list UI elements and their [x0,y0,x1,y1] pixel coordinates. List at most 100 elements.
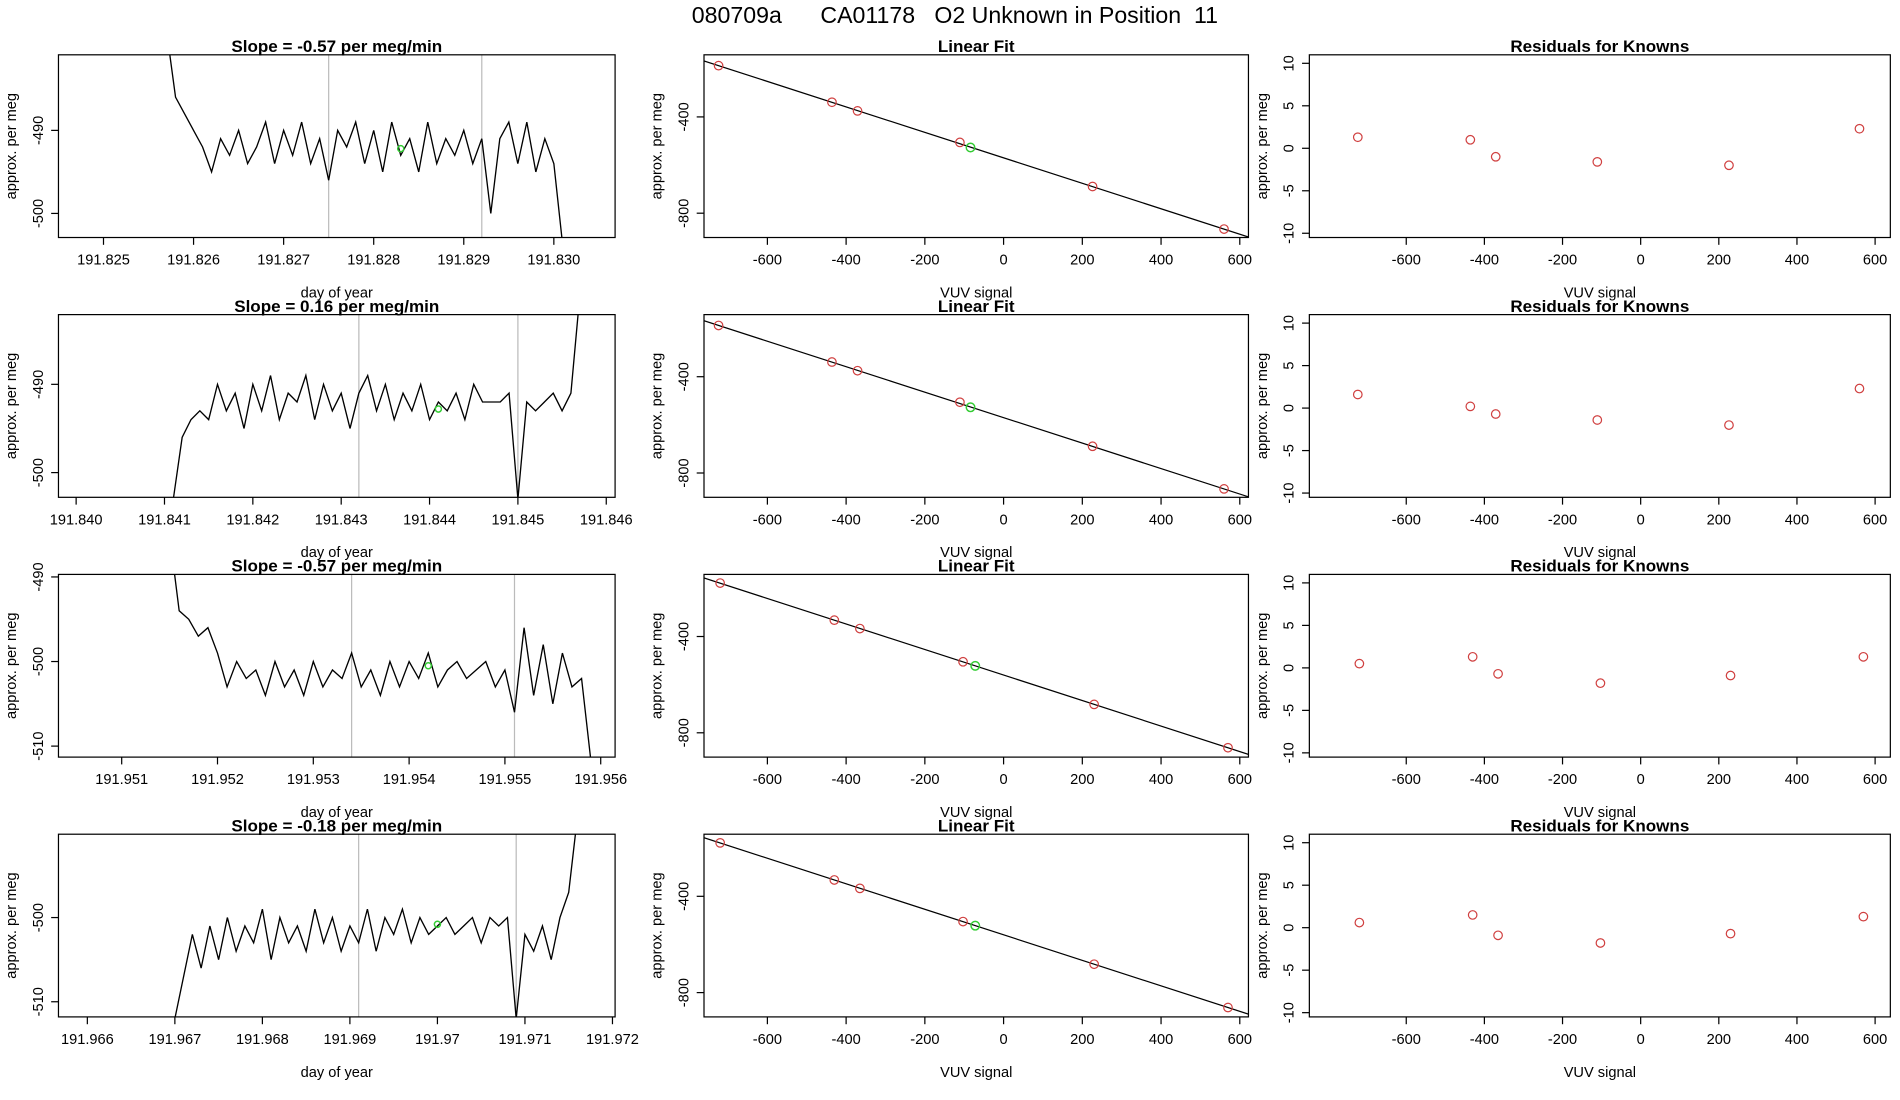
panel: Residuals for Knowns VUV signal approx. pe… [1255,297,1891,561]
y-tick-label: -10 [1282,223,1298,244]
x-axis-label: VUV signal [1564,285,1636,301]
point [855,623,865,634]
panel-title: Linear Fit [938,557,1015,576]
panel: Residuals for Knowns VUV signal approx. pe… [1255,557,1891,821]
y-axis-label: approx. per meg [4,613,20,719]
x-tick-label: 600 [1228,772,1252,788]
point [1592,157,1603,167]
x-tick-label: -600 [1392,772,1421,788]
plot-area [172,314,579,498]
x-axis-label: VUV signal [1564,1065,1636,1081]
y-tick-label: -5 [1282,184,1298,197]
panel-title: Slope = -0.18 per meg/min [231,816,442,835]
point [1490,151,1501,162]
x-tick-label: -400 [831,512,860,528]
y-tick-label: 5 [1282,881,1298,889]
x-axis-label: VUV signal [940,285,1012,301]
point [852,106,863,116]
point [1089,959,1100,970]
point [1219,484,1229,494]
fit-line [704,60,1249,238]
point [1219,224,1229,234]
x-tick-label: -400 [1470,253,1499,269]
x-tick-label: 191.829 [437,253,490,269]
x-tick-label: 191.955 [479,772,532,788]
x-tick-label: 191.953 [287,772,340,788]
y-tick-label: 10 [1282,55,1298,71]
point [1858,911,1869,922]
x-axis-label: day of year [301,545,373,561]
x-tick-label: 191.972 [586,1032,639,1048]
point [829,615,840,626]
y-tick-label: -510 [31,731,47,760]
point [1352,132,1363,143]
x-tick-label: 191.825 [77,253,130,269]
series-line [173,574,592,758]
panel: Slope = -0.57 per meg/min day of year appr… [4,37,616,301]
y-tick-label: -10 [1282,742,1298,763]
x-tick-label: 191.846 [580,512,633,528]
y-axis-label: approx. per meg [1255,613,1271,719]
x-tick-label: -200 [1548,1032,1577,1048]
plot-frame [703,54,1250,239]
point [1089,699,1100,710]
x-tick-label: 400 [1785,512,1809,528]
highlight-point [970,660,981,671]
y-tick-label: 0 [1282,144,1298,152]
x-tick-label: 600 [1863,1032,1887,1048]
highlight-point [970,920,981,931]
plot-frame [57,833,616,1018]
x-tick-label: -200 [1548,253,1577,269]
plot-area [704,60,1249,238]
plot-frame [1308,314,1891,498]
x-axis-label: day of year [301,805,373,821]
x-tick-label: 191.845 [491,512,544,528]
x-tick-label: 191.844 [403,512,456,528]
highlight-point [396,144,405,153]
y-tick-label: 10 [1282,315,1298,331]
y-axis-label: approx. per meg [4,93,20,199]
y-tick-label: 5 [1282,102,1298,110]
x-tick-label: 200 [1707,512,1731,528]
x-tick-label: 400 [1149,512,1173,528]
panel: Slope = 0.16 per meg/min day of year appro… [4,297,633,561]
point [713,60,724,71]
x-tick-label: 191.952 [191,772,244,788]
panel-title: Residuals for Knowns [1510,37,1689,56]
x-tick-label: 400 [1149,1032,1173,1048]
x-tick-label: 191.971 [499,1032,552,1048]
plot-frame [703,314,1250,498]
point [1725,928,1736,939]
x-tick-label: 191.841 [138,512,191,528]
x-tick-label: 0 [1637,1032,1645,1048]
y-axis-label: approx. per meg [650,93,666,199]
point [855,883,865,894]
x-tick-label: 600 [1863,253,1887,269]
point [1858,651,1869,662]
x-axis-label: VUV signal [940,805,1012,821]
x-tick-label: 400 [1785,1032,1809,1048]
x-tick-label: -600 [753,772,782,788]
y-tick-label: 0 [1282,404,1298,412]
y-tick-label: -800 [676,978,692,1007]
plot-frame [57,314,616,498]
x-tick-label: -400 [1470,1032,1499,1048]
fit-line [704,577,1249,755]
point [1493,668,1503,679]
x-tick-label: 600 [1228,1032,1252,1048]
x-tick-label: 400 [1149,253,1173,269]
x-tick-label: 400 [1785,253,1809,269]
highlight-point [424,661,433,670]
point [1854,123,1865,134]
y-tick-label: 10 [1282,835,1298,851]
x-tick-label: 600 [1863,512,1887,528]
plot-area [1352,123,1865,171]
point [1725,670,1736,681]
point [827,97,837,108]
point [715,838,726,848]
point [1465,401,1476,412]
fit-line [704,837,1249,1015]
x-tick-label: 0 [1637,253,1645,269]
plot-area [704,320,1249,498]
y-tick-label: -400 [676,882,692,911]
